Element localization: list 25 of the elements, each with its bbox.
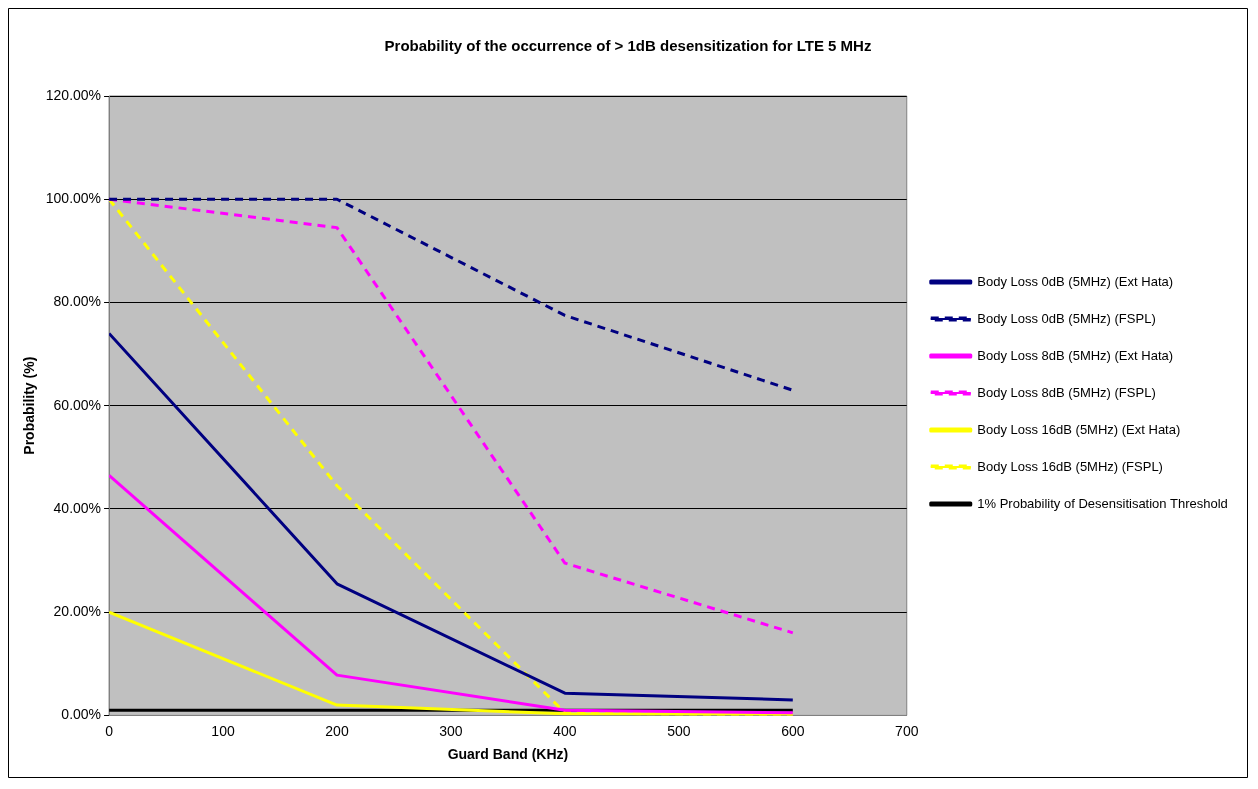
legend-label: 1% Probability of Desensitisation Threshold [977, 495, 1228, 511]
x-tick-label: 400 [553, 722, 577, 739]
x-tick-label: 300 [439, 722, 463, 739]
legend-label: Body Loss 8dB (5MHz) (FSPL) [977, 384, 1156, 400]
legend-label: Body Loss 8dB (5MHz) (Ext Hata) [977, 347, 1174, 363]
y-tick-label: 120.00% [45, 86, 102, 103]
legend-label: Body Loss 0dB (5MHz) (FSPL) [977, 310, 1156, 326]
x-tick-label: 700 [895, 722, 919, 739]
y-tick-label: 20.00% [53, 603, 102, 620]
x-axis-title: Guard Band (KHz) [447, 746, 569, 763]
legend-label: Body Loss 16dB (5MHz) (Ext Hata) [977, 421, 1181, 437]
x-tick-label: 200 [325, 722, 349, 739]
y-tick-label: 0.00% [61, 706, 102, 723]
x-tick-label: 100 [211, 722, 235, 739]
chart-title: Probability of the occurrence of > 1dB desensitization for LTE 5 MHz [384, 37, 872, 55]
y-tick-label: 80.00% [53, 293, 102, 310]
legend-label: Body Loss 0dB (5MHz) (Ext Hata) [977, 273, 1174, 289]
y-tick-label: 60.00% [53, 396, 102, 413]
y-axis-title: Probability (%) [21, 356, 38, 455]
x-tick-label: 600 [781, 722, 805, 739]
x-tick-label: 0 [105, 722, 114, 739]
y-tick-label: 100.00% [45, 190, 102, 207]
y-tick-label: 40.00% [53, 499, 102, 516]
legend-label: Body Loss 16dB (5MHz) (FSPL) [977, 458, 1163, 474]
x-tick-label: 500 [667, 722, 691, 739]
